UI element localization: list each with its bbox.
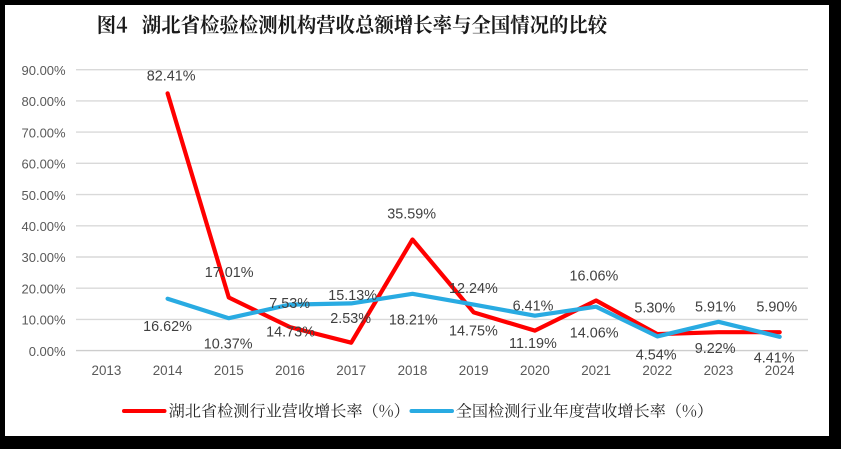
svg-text:60.00%: 60.00% xyxy=(22,157,67,172)
svg-text:4.54%: 4.54% xyxy=(636,348,677,364)
svg-text:9.22%: 9.22% xyxy=(695,341,736,357)
svg-text:2015: 2015 xyxy=(214,363,244,378)
svg-text:11.19%: 11.19% xyxy=(509,336,557,352)
svg-text:2013: 2013 xyxy=(92,363,122,378)
svg-text:7.53%: 7.53% xyxy=(269,296,310,312)
svg-text:10.00%: 10.00% xyxy=(22,313,67,328)
svg-text:2016: 2016 xyxy=(275,363,305,378)
svg-text:18.21%: 18.21% xyxy=(389,312,438,328)
svg-text:17.01%: 17.01% xyxy=(205,265,254,281)
svg-text:5.30%: 5.30% xyxy=(634,300,675,316)
svg-text:2017: 2017 xyxy=(336,363,366,378)
svg-text:14.75%: 14.75% xyxy=(449,324,498,340)
svg-text:2019: 2019 xyxy=(459,363,489,378)
svg-text:20.00%: 20.00% xyxy=(22,281,67,296)
svg-text:4.41%: 4.41% xyxy=(754,351,795,367)
svg-text:70.00%: 70.00% xyxy=(22,125,67,140)
svg-text:80.00%: 80.00% xyxy=(22,94,67,109)
svg-text:12.24%: 12.24% xyxy=(449,281,498,297)
svg-text:6.41%: 6.41% xyxy=(513,299,554,315)
svg-text:10.37%: 10.37% xyxy=(204,337,253,353)
svg-text:16.62%: 16.62% xyxy=(143,319,192,335)
svg-text:35.59%: 35.59% xyxy=(387,206,436,222)
svg-text:2021: 2021 xyxy=(581,363,611,378)
svg-text:2024: 2024 xyxy=(765,363,795,378)
svg-text:14.73%: 14.73% xyxy=(266,324,315,340)
svg-text:30.00%: 30.00% xyxy=(22,250,67,265)
svg-text:15.13%: 15.13% xyxy=(328,288,377,304)
svg-text:2.53%: 2.53% xyxy=(330,311,371,327)
svg-text:90.00%: 90.00% xyxy=(22,63,67,78)
svg-text:2014: 2014 xyxy=(153,363,183,378)
svg-text:14.06%: 14.06% xyxy=(570,325,619,341)
svg-text:50.00%: 50.00% xyxy=(22,188,67,203)
svg-text:5.90%: 5.90% xyxy=(756,299,797,315)
svg-text:40.00%: 40.00% xyxy=(22,219,67,234)
svg-text:2018: 2018 xyxy=(398,363,428,378)
svg-text:0.00%: 0.00% xyxy=(29,344,66,359)
svg-text:2022: 2022 xyxy=(642,363,672,378)
svg-text:5.91%: 5.91% xyxy=(695,299,736,315)
svg-text:82.41%: 82.41% xyxy=(147,69,196,85)
svg-text:16.06%: 16.06% xyxy=(569,269,618,285)
svg-text:2020: 2020 xyxy=(520,363,550,378)
svg-text:2023: 2023 xyxy=(704,363,734,378)
